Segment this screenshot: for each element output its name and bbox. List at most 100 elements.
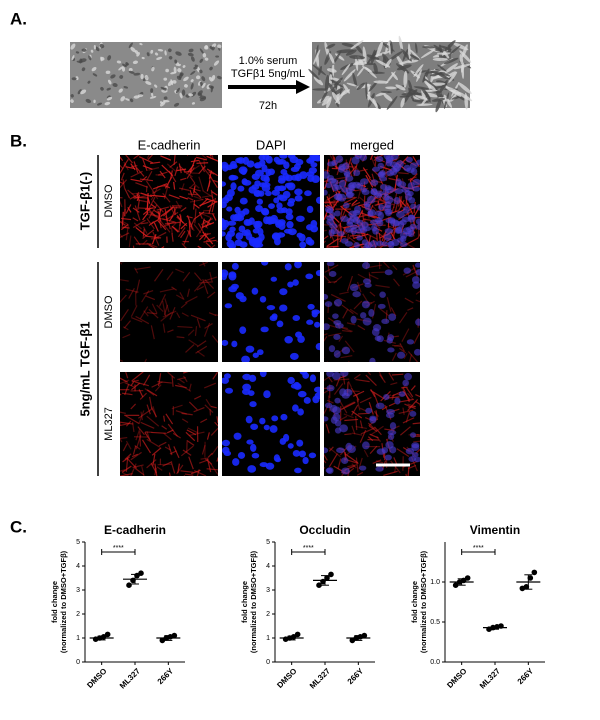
membrane xyxy=(122,443,128,452)
membrane xyxy=(145,295,156,301)
cell xyxy=(424,90,431,103)
cell xyxy=(431,97,446,102)
nucleus xyxy=(376,448,386,455)
membrane xyxy=(324,459,327,464)
nucleus xyxy=(269,315,278,322)
chart-title: Vimentin xyxy=(470,523,520,537)
cell xyxy=(123,86,129,89)
membrane xyxy=(214,421,218,427)
membrane xyxy=(141,439,152,454)
group-label: 5ng/mL TGF-β1 xyxy=(77,321,92,416)
membrane xyxy=(413,440,420,443)
nucleus xyxy=(396,210,405,219)
membrane xyxy=(153,222,159,232)
image-content xyxy=(324,372,420,476)
cell xyxy=(386,95,398,110)
membrane xyxy=(326,159,330,174)
image-content xyxy=(324,262,420,362)
nucleus xyxy=(365,241,373,248)
membrane xyxy=(137,426,145,436)
membrane xyxy=(372,459,382,464)
membrane xyxy=(130,163,136,171)
y-tick-label: 0 xyxy=(266,659,270,666)
cell xyxy=(108,79,112,85)
cell xyxy=(313,49,321,65)
membrane xyxy=(359,420,363,429)
membrane xyxy=(132,464,144,469)
data-point xyxy=(498,623,504,629)
cell xyxy=(154,52,159,56)
nucleus xyxy=(384,454,392,461)
fluorescence-image xyxy=(222,262,320,362)
cell xyxy=(213,60,220,66)
nucleus xyxy=(274,457,281,463)
nucleus xyxy=(263,424,270,431)
membrane xyxy=(211,445,218,456)
membrane xyxy=(203,276,218,282)
treatment-text: TGFβ1 5ng/mL xyxy=(231,68,305,80)
nucleus xyxy=(324,171,330,179)
membrane xyxy=(120,411,126,414)
nucleus xyxy=(283,161,290,170)
membrane xyxy=(202,221,209,229)
nucleus xyxy=(299,171,308,180)
cell xyxy=(199,95,207,100)
membrane xyxy=(324,264,339,273)
y-tick-label: 1 xyxy=(266,635,270,642)
membrane xyxy=(171,286,177,291)
membrane xyxy=(199,197,209,207)
nucleus xyxy=(384,269,393,276)
nucleus xyxy=(297,408,304,416)
cell xyxy=(328,82,337,96)
y-axis-label: (normalized to DMSO+TGFβ) xyxy=(59,550,68,653)
membrane xyxy=(415,401,420,406)
membrane xyxy=(188,221,191,237)
membrane xyxy=(166,163,176,172)
y-axis-label: fold change xyxy=(410,581,419,623)
nucleus xyxy=(278,195,288,202)
membrane xyxy=(171,233,174,242)
cell xyxy=(70,99,74,103)
membrane xyxy=(120,377,128,383)
membrane xyxy=(400,426,411,436)
membrane xyxy=(198,165,206,175)
membrane xyxy=(162,300,167,317)
nucleus xyxy=(396,237,404,243)
nucleus xyxy=(333,193,342,201)
nucleus xyxy=(338,179,346,188)
y-tick-label: 0 xyxy=(76,659,80,666)
membrane xyxy=(130,451,142,461)
nucleus xyxy=(337,230,345,237)
nucleus xyxy=(340,372,349,377)
membrane xyxy=(120,233,123,238)
membrane xyxy=(143,289,154,295)
membrane xyxy=(135,226,148,237)
cell xyxy=(444,63,458,74)
membrane xyxy=(168,170,177,183)
nucleus xyxy=(378,204,385,211)
cell xyxy=(116,60,122,64)
membrane xyxy=(406,202,414,215)
membrane xyxy=(390,232,396,240)
panel-label: C. xyxy=(10,517,27,536)
cell xyxy=(373,80,389,84)
membrane xyxy=(158,441,167,447)
membrane xyxy=(153,231,167,240)
membrane xyxy=(125,440,132,450)
membrane xyxy=(189,176,196,184)
membrane xyxy=(143,374,151,386)
nucleus xyxy=(250,423,259,430)
nucleus xyxy=(387,240,395,248)
data-point xyxy=(138,570,144,576)
membrane xyxy=(352,390,365,397)
cell xyxy=(398,35,404,53)
cell xyxy=(324,74,330,93)
cell xyxy=(407,59,419,63)
membrane xyxy=(162,310,177,318)
cell xyxy=(334,88,344,95)
cell xyxy=(91,66,97,72)
cell xyxy=(343,69,356,82)
cell xyxy=(211,43,217,48)
membrane xyxy=(187,197,194,201)
membrane xyxy=(196,162,209,164)
